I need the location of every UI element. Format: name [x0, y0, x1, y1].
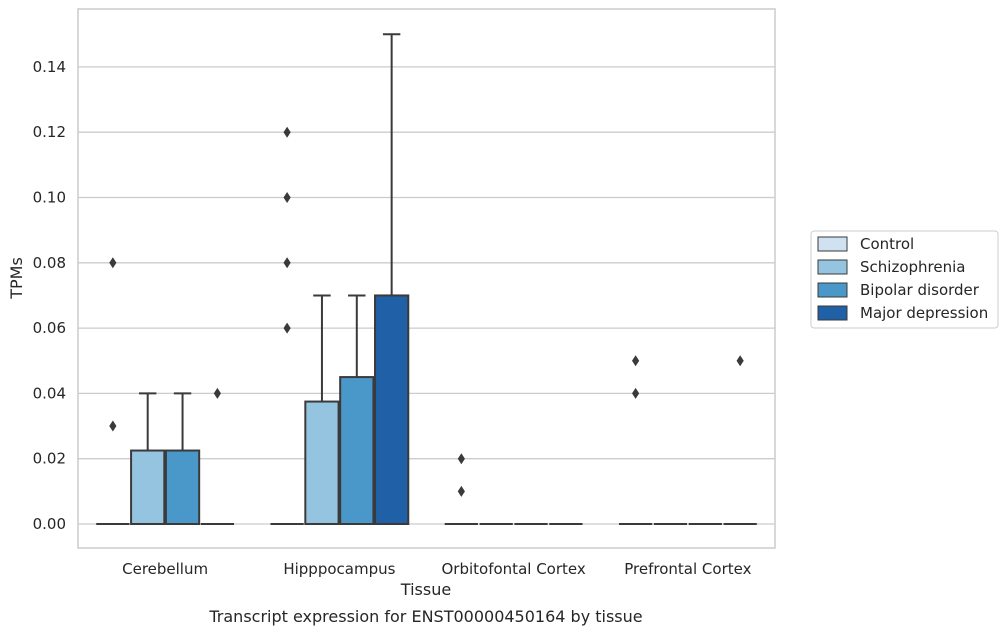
- legend-frame: [810, 230, 999, 329]
- legend-swatch: [817, 282, 848, 298]
- box-body: [130, 449, 166, 526]
- legend-swatch: [817, 259, 848, 275]
- box-control: [96, 257, 130, 525]
- outlier-point: [109, 257, 117, 269]
- box-bipolar-disorder: [339, 294, 375, 526]
- outlier-point: [632, 387, 640, 399]
- legend-label: Schizophrenia: [860, 258, 965, 276]
- legend-item: Bipolar disorder: [817, 281, 980, 299]
- outlier-point: [283, 126, 291, 138]
- x-tick-label: Prefrontal Cortex: [624, 560, 751, 578]
- y-axis-label: TPMs: [7, 257, 26, 300]
- x-tick-label: Hipppocampus: [283, 560, 395, 578]
- box-body: [339, 376, 375, 526]
- y-tick-label: 0.14: [33, 58, 66, 76]
- box-major-depression: [200, 387, 235, 525]
- y-tick-label: 0.10: [33, 189, 66, 207]
- legend-item: Major depression: [817, 304, 988, 322]
- outlier-point: [283, 192, 291, 203]
- box-schizophrenia: [304, 294, 340, 525]
- legend-item: Control: [817, 235, 914, 253]
- box-major-depression: [374, 33, 410, 526]
- outlier-point: [213, 387, 221, 399]
- box-control: [270, 126, 304, 525]
- outlier-point: [283, 257, 291, 269]
- x-tick-labels: Cerebellum Hipppocampus Orbitofontal Corte…: [122, 560, 751, 578]
- box-body: [374, 294, 410, 526]
- legend-label: Bipolar disorder: [860, 281, 980, 299]
- outlier-point: [457, 453, 465, 465]
- figure-caption: Transcript expression for ENST0000045016…: [208, 607, 642, 626]
- y-tick-label: 0.04: [33, 384, 66, 402]
- y-tick-label: 0.12: [33, 123, 66, 141]
- y-tick-label: 0.00: [33, 515, 66, 533]
- legend-label: Major depression: [860, 304, 988, 322]
- legend: Control Schizophrenia Bipolar disorder Majo…: [810, 230, 999, 329]
- outlier-point: [632, 355, 640, 367]
- y-tick-label: 0.06: [33, 319, 66, 337]
- outlier-point: [457, 485, 465, 497]
- y-tick-label: 0.08: [33, 254, 66, 272]
- legend-label: Control: [860, 235, 914, 253]
- outlier-point: [736, 355, 744, 367]
- x-tick-label: Orbitofontal Cortex: [442, 560, 586, 578]
- x-tick-label: Cerebellum: [122, 560, 208, 578]
- plot-area-frame: [77, 8, 776, 549]
- box-body: [164, 449, 201, 526]
- box-control: [618, 355, 653, 525]
- box-major-depression: [723, 355, 757, 525]
- outlier-point: [283, 322, 291, 334]
- outlier-point: [109, 420, 117, 432]
- x-axis-label: Tissue: [400, 580, 451, 599]
- legend-swatch: [817, 236, 848, 252]
- legend-item: Schizophrenia: [817, 258, 965, 276]
- boxes: [96, 33, 757, 526]
- y-tick-label: 0.02: [33, 450, 66, 468]
- box-control: [444, 453, 478, 525]
- box-schizophrenia: [130, 392, 166, 526]
- legend-swatch: [817, 305, 848, 321]
- box-body: [304, 400, 340, 525]
- y-tick-labels: 0.00 0.02 0.04 0.06 0.08 0.10 0.12 0.14: [33, 58, 66, 533]
- box-bipolar-disorder: [164, 392, 201, 526]
